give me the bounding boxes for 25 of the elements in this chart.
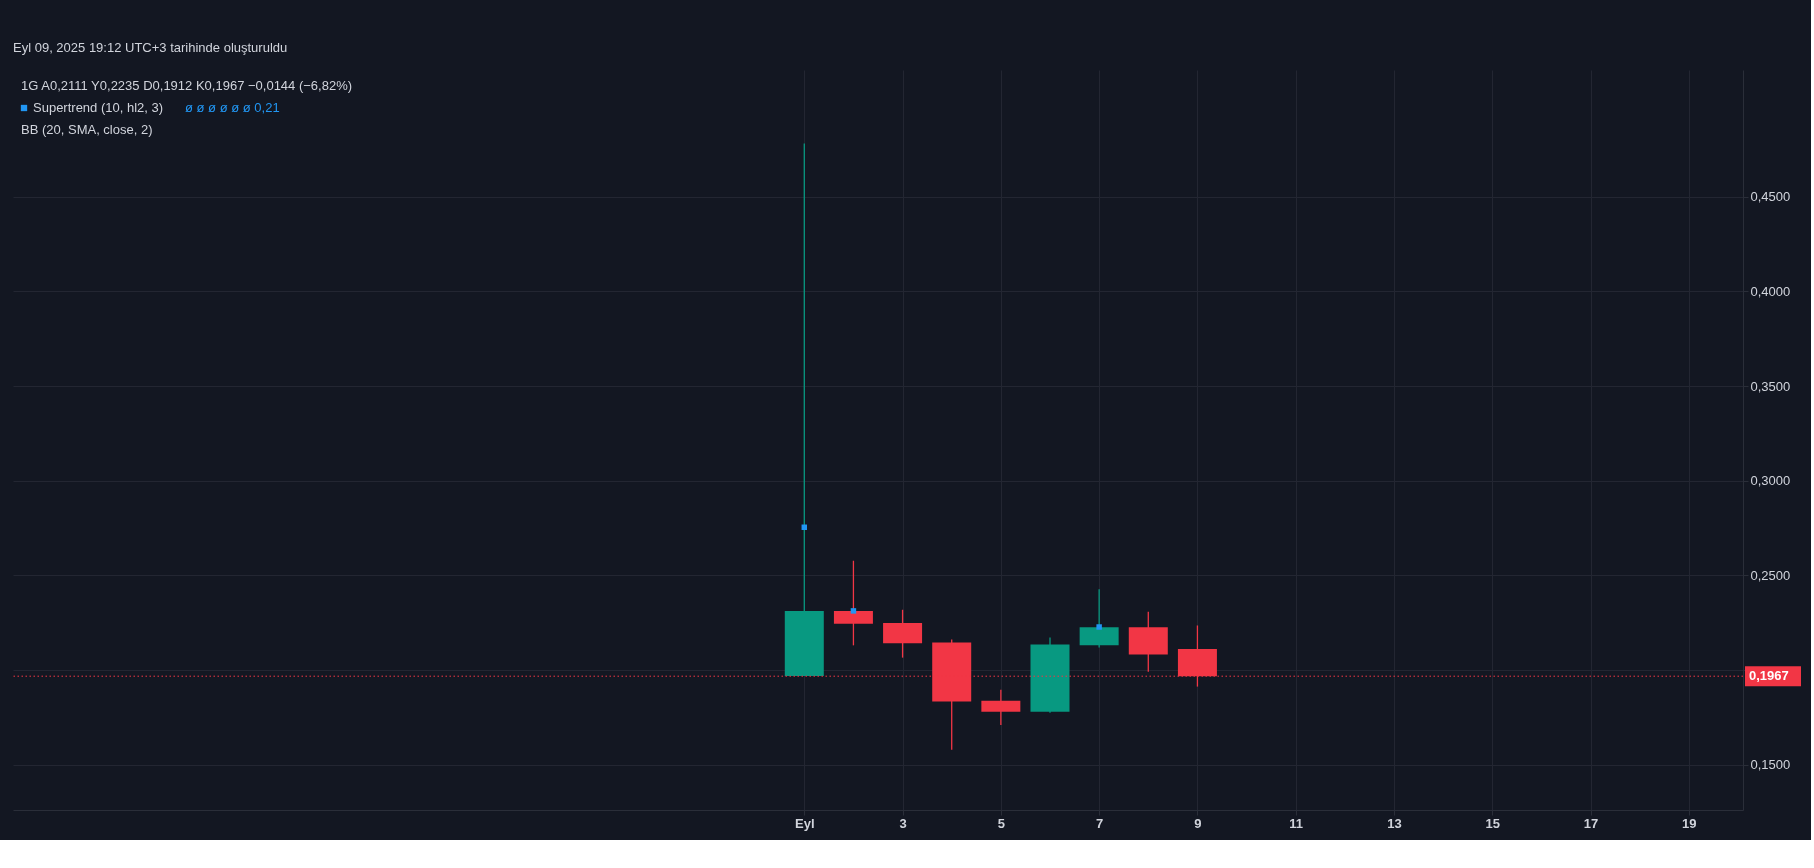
point	[850, 608, 857, 614]
annotation: ø ø ø ø ø ø 0,21	[185, 100, 280, 115]
x-tick-label: 9	[1194, 815, 1202, 831]
x-tick-label: 3	[899, 815, 907, 831]
annotation: BB (20, SMA, close, 2)	[21, 122, 153, 137]
x-tick-label: 13	[1387, 815, 1402, 831]
legend-label: Supertrend (10, hl2, 3)	[33, 100, 164, 115]
x-tick-label: 11	[1289, 815, 1304, 831]
y-tick-label: 0,1500	[1750, 757, 1791, 773]
ref-line-label: 0,1967	[1749, 668, 1789, 684]
candlestick	[833, 560, 873, 646]
text: 1G A0,2111 Y0,2235 D0,1912 K0,1967 −0,0144 (−6,82%)	[21, 78, 353, 93]
x-tick-label: 5	[997, 815, 1005, 831]
y-tick-label: 0,3500	[1750, 378, 1791, 394]
y-tick-label: 0,4000	[1750, 283, 1791, 299]
x-tick-label: Eyl	[795, 815, 815, 831]
y-tick-label: 0,2500	[1750, 567, 1791, 583]
x-tick-label: 17	[1583, 815, 1599, 831]
x-tick-label: 7	[1096, 815, 1104, 831]
y-tick-label: 0,3000	[1750, 473, 1791, 489]
text: Eyl 09, 2025 19:12 UTC+3 tarihinde oluşturuldu	[13, 40, 288, 55]
point	[1096, 624, 1102, 630]
y-tick-label: 0,4500	[1750, 189, 1791, 205]
x-tick-label: 15	[1485, 815, 1501, 831]
x-tick-label: 19	[1682, 815, 1697, 831]
